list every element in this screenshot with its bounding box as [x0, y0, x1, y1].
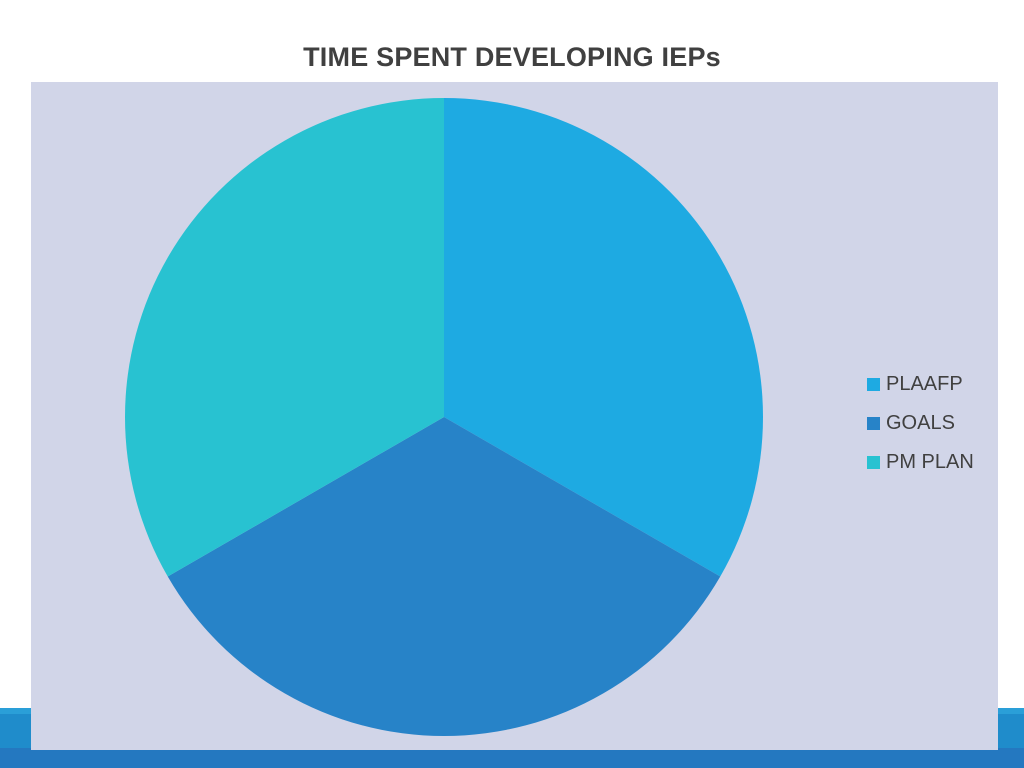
legend-label-goals: GOALS [886, 412, 955, 434]
legend-item: PLAAFP [867, 365, 997, 404]
chart-legend: PLAAFP GOALS PM PLAN [867, 365, 997, 482]
legend-swatch-pm-plan [867, 456, 880, 469]
chart-plot-area: PLAAFP GOALS PM PLAN [31, 82, 998, 750]
legend-swatch-goals [867, 417, 880, 430]
pie-chart [125, 98, 763, 736]
legend-item: PM PLAN [867, 443, 997, 482]
pie-slice-goals [167, 417, 721, 736]
legend-item: GOALS [867, 404, 997, 443]
pie-slice-pm-plan [125, 98, 444, 577]
legend-label-pm-plan: PM PLAN [886, 451, 974, 473]
legend-label-plaafp: PLAAFP [886, 373, 963, 395]
pie-slice-plaafp [444, 98, 763, 577]
legend-swatch-plaafp [867, 378, 880, 391]
chart-title: TIME SPENT DEVELOPING IEPs [303, 42, 721, 72]
